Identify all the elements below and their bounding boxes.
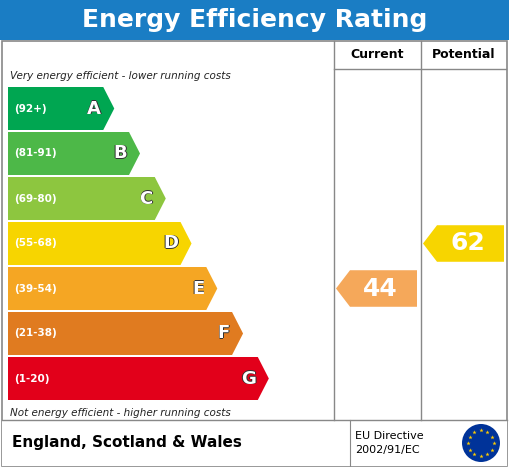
Polygon shape (8, 222, 191, 265)
Text: G: G (241, 369, 256, 388)
Text: Not energy efficient - higher running costs: Not energy efficient - higher running co… (10, 408, 231, 418)
Polygon shape (8, 267, 217, 310)
Text: F: F (217, 325, 229, 342)
Text: E: E (192, 280, 204, 298)
Text: D: D (163, 234, 179, 253)
Text: D: D (164, 234, 179, 253)
Text: (1-20): (1-20) (14, 374, 49, 383)
Text: A: A (88, 99, 102, 118)
Text: 44: 44 (363, 276, 398, 300)
Text: E: E (192, 280, 204, 297)
Text: F: F (218, 324, 230, 342)
Text: (55-68): (55-68) (14, 239, 56, 248)
Text: A: A (87, 99, 100, 118)
Text: F: F (218, 325, 230, 342)
Text: Very energy efficient - lower running costs: Very energy efficient - lower running co… (10, 71, 231, 81)
Text: D: D (163, 235, 179, 253)
Text: (21-38): (21-38) (14, 328, 56, 339)
Text: E: E (193, 280, 205, 297)
Text: B: B (114, 144, 128, 163)
Text: F: F (218, 325, 230, 343)
Text: C: C (139, 189, 153, 207)
Text: Current: Current (351, 49, 404, 62)
Bar (2, 420, 507, 466)
Polygon shape (8, 357, 269, 400)
Text: 2002/91/EC: 2002/91/EC (355, 445, 419, 455)
Text: B: B (114, 144, 127, 162)
Text: G: G (240, 369, 255, 388)
Text: B: B (114, 144, 127, 163)
Text: A: A (88, 99, 101, 118)
Text: (39-54): (39-54) (14, 283, 56, 293)
Text: (69-80): (69-80) (14, 193, 56, 204)
Text: (92+): (92+) (14, 104, 47, 113)
Text: C: C (139, 190, 152, 207)
Polygon shape (423, 225, 504, 262)
Text: G: G (242, 369, 257, 388)
Text: D: D (163, 234, 179, 252)
Text: England, Scotland & Wales: England, Scotland & Wales (12, 436, 242, 451)
Text: Potential: Potential (432, 49, 495, 62)
Text: A: A (88, 100, 101, 118)
Polygon shape (8, 87, 114, 130)
Text: B: B (112, 144, 126, 163)
Text: E: E (191, 280, 204, 297)
Text: C: C (139, 190, 153, 208)
Polygon shape (336, 270, 417, 307)
Text: EU Directive: EU Directive (355, 431, 423, 441)
Text: A: A (88, 99, 101, 117)
Text: C: C (140, 190, 154, 207)
Text: G: G (241, 370, 256, 388)
Polygon shape (8, 132, 140, 175)
Bar (0, 0, 509, 40)
Text: C: C (139, 190, 153, 207)
Text: 62: 62 (450, 232, 485, 255)
Polygon shape (8, 312, 243, 355)
Circle shape (462, 424, 500, 462)
Text: D: D (163, 234, 178, 253)
Text: B: B (114, 145, 127, 163)
Text: Energy Efficiency Rating: Energy Efficiency Rating (82, 8, 427, 32)
Text: E: E (192, 279, 204, 297)
Text: G: G (241, 369, 256, 387)
Polygon shape (8, 177, 166, 220)
Text: (81-91): (81-91) (14, 149, 56, 158)
Text: F: F (218, 325, 231, 342)
